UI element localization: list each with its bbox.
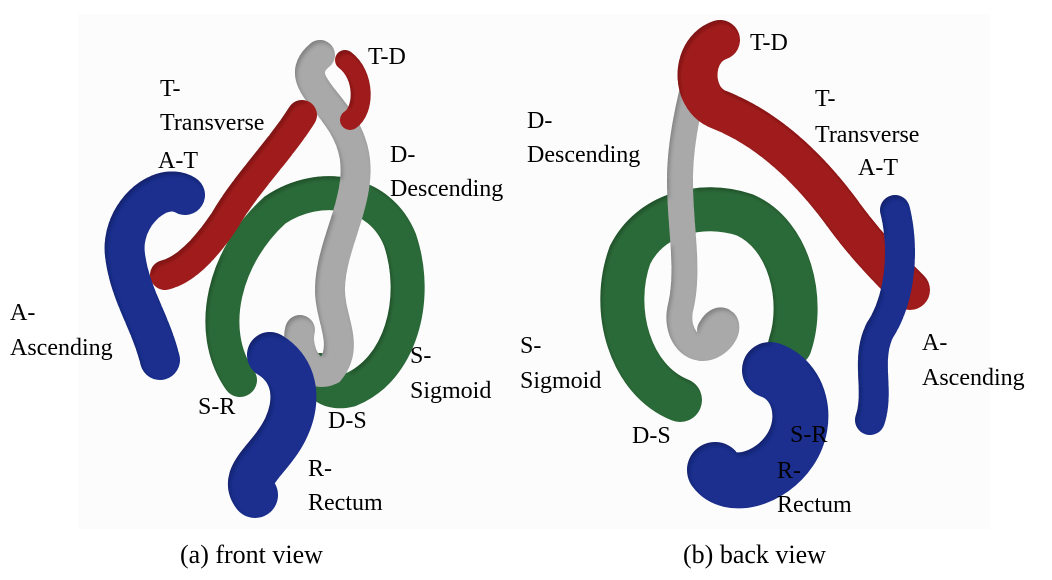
back-transverse-segment	[677, 20, 930, 310]
back-label-ds: D-S	[632, 423, 671, 449]
back-label-at: A-T	[858, 155, 898, 181]
front-view-caption: (a) front view	[180, 540, 323, 569]
back-colon	[600, 20, 930, 509]
back-label-td: T-D	[750, 30, 788, 56]
back-label-transverse-prefix: T-	[815, 86, 836, 112]
front-label-ascending-prefix: A-	[10, 300, 36, 326]
front-transverse-segment	[150, 100, 317, 290]
back-label-rectum-prefix: R-	[777, 458, 801, 484]
back-label-transverse: Transverse	[815, 122, 920, 148]
back-rectum-segment	[687, 342, 829, 509]
front-ascending-segment	[104, 171, 205, 380]
back-label-sr: S-R	[790, 422, 828, 448]
front-sigmoid-segment	[205, 176, 425, 409]
back-view-caption: (b) back view	[683, 540, 826, 569]
front-label-ascending: Ascending	[10, 335, 113, 361]
front-td-flexure	[335, 50, 371, 130]
back-label-ascending: Ascending	[922, 365, 1025, 391]
front-label-descending-prefix: D-	[390, 142, 416, 168]
back-label-sigmoid: Sigmoid	[520, 368, 602, 394]
front-label-at: A-T	[158, 148, 198, 174]
front-label-rectum-prefix: R-	[308, 456, 332, 482]
back-label-ascending-prefix: A-	[922, 330, 948, 356]
back-descending-segment	[666, 47, 740, 361]
front-label-transverse: Transverse	[160, 110, 265, 136]
back-ascending-segment	[855, 195, 915, 435]
front-label-ds: D-S	[328, 408, 367, 434]
front-label-transverse-prefix: T-	[160, 76, 181, 102]
front-colon	[104, 40, 425, 518]
front-label-descending: Descending	[390, 176, 504, 202]
back-label-rectum: Rectum	[777, 492, 852, 518]
back-label-descending-prefix: D-	[527, 108, 553, 134]
front-label-sigmoid: Sigmoid	[410, 378, 492, 404]
front-label-rectum: Rectum	[308, 490, 383, 516]
front-descending-segment	[284, 40, 371, 387]
back-label-sigmoid-prefix: S-	[520, 333, 542, 359]
front-rectum-segment	[228, 332, 317, 518]
front-label-sigmoid-prefix: S-	[410, 343, 432, 369]
back-label-descending: Descending	[527, 142, 641, 168]
front-label-td: T-D	[368, 44, 406, 70]
front-label-sr: S-R	[198, 394, 236, 420]
